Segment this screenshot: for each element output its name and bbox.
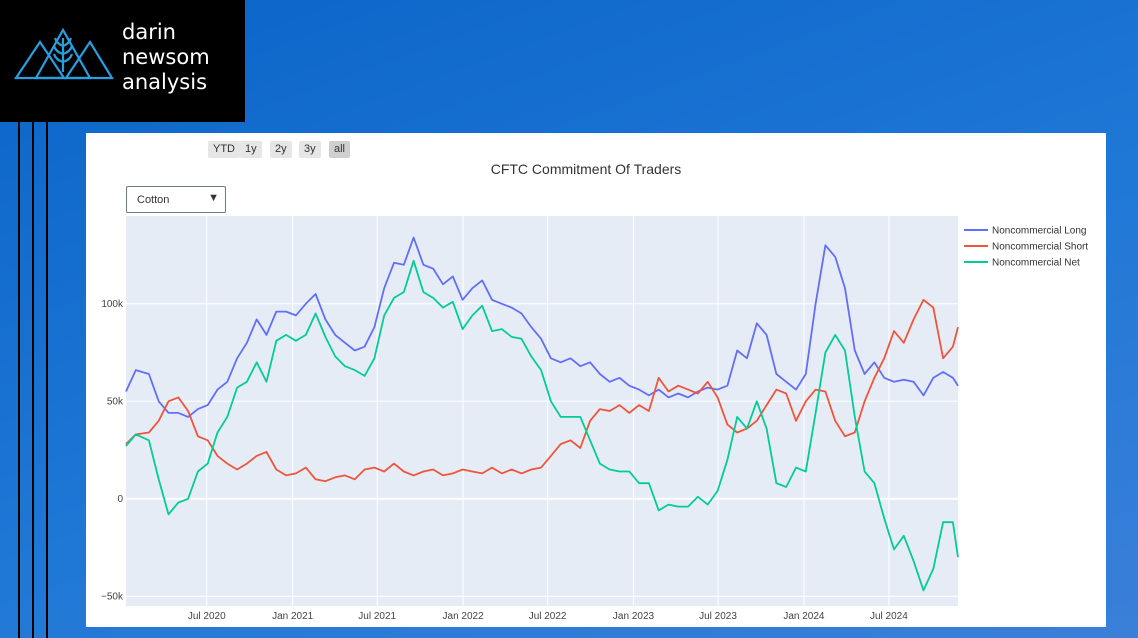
brand-line1: darin <box>122 20 176 44</box>
legend-label: Noncommercial Short <box>992 242 1088 253</box>
x-tick-label: Jul 2020 <box>188 611 226 622</box>
commodity-dropdown[interactable]: Cotton ▼ <box>126 186 226 213</box>
series-line-0 <box>125 236 959 418</box>
range-button-2y[interactable]: 2y <box>270 141 292 158</box>
chart-title: CFTC Commitment Of Traders <box>490 161 682 177</box>
mountains-wheat-icon <box>13 27 114 80</box>
range-button-3y[interactable]: 3y <box>299 141 321 158</box>
x-tick-label: Jan 2021 <box>272 611 314 622</box>
y-tick-label: 0 <box>117 494 123 505</box>
decor-line <box>46 122 48 638</box>
series-line-2 <box>125 259 959 592</box>
chart-panel: 100k 50k 0 −50k Jul 2020 Jan 2021 Jul 2021 Jan … <box>86 133 1106 627</box>
x-tick-label: Jul 2022 <box>529 611 567 622</box>
plot-area <box>126 216 958 606</box>
series-line-1 <box>125 298 959 483</box>
brand-wordmark: darin newsom analysis <box>122 20 210 95</box>
x-tick-label: Jan 2024 <box>783 611 825 622</box>
brand-line3: analysis <box>122 70 208 94</box>
decor-line <box>32 122 34 638</box>
dropdown-arrow-icon: ▼ <box>208 192 219 204</box>
y-tick-label: −50k <box>101 591 124 602</box>
legend-label: Noncommercial Long <box>992 226 1087 237</box>
brand-line2: newsom <box>122 45 210 69</box>
cot-chart: 100k 50k 0 −50k Jul 2020 Jan 2021 Jul 2021 Jan … <box>101 216 1088 622</box>
range-button-1y[interactable]: 1y <box>240 141 262 158</box>
x-tick-label: Jul 2021 <box>358 611 396 622</box>
x-tick-label: Jan 2022 <box>443 611 485 622</box>
x-tick-label: Jul 2024 <box>870 611 908 622</box>
brand-logo: darin newsom analysis <box>0 0 245 122</box>
range-button-all[interactable]: all <box>329 141 351 158</box>
y-tick-label: 50k <box>107 396 124 407</box>
y-tick-label: 100k <box>101 299 124 310</box>
dropdown-selected: Cotton <box>137 194 170 206</box>
range-button-ytd[interactable]: YTD <box>208 141 240 158</box>
x-tick-label: Jul 2023 <box>699 611 737 622</box>
x-tick-label: Jan 2023 <box>613 611 655 622</box>
decor-line <box>18 122 20 638</box>
legend-label: Noncommercial Net <box>992 258 1080 269</box>
